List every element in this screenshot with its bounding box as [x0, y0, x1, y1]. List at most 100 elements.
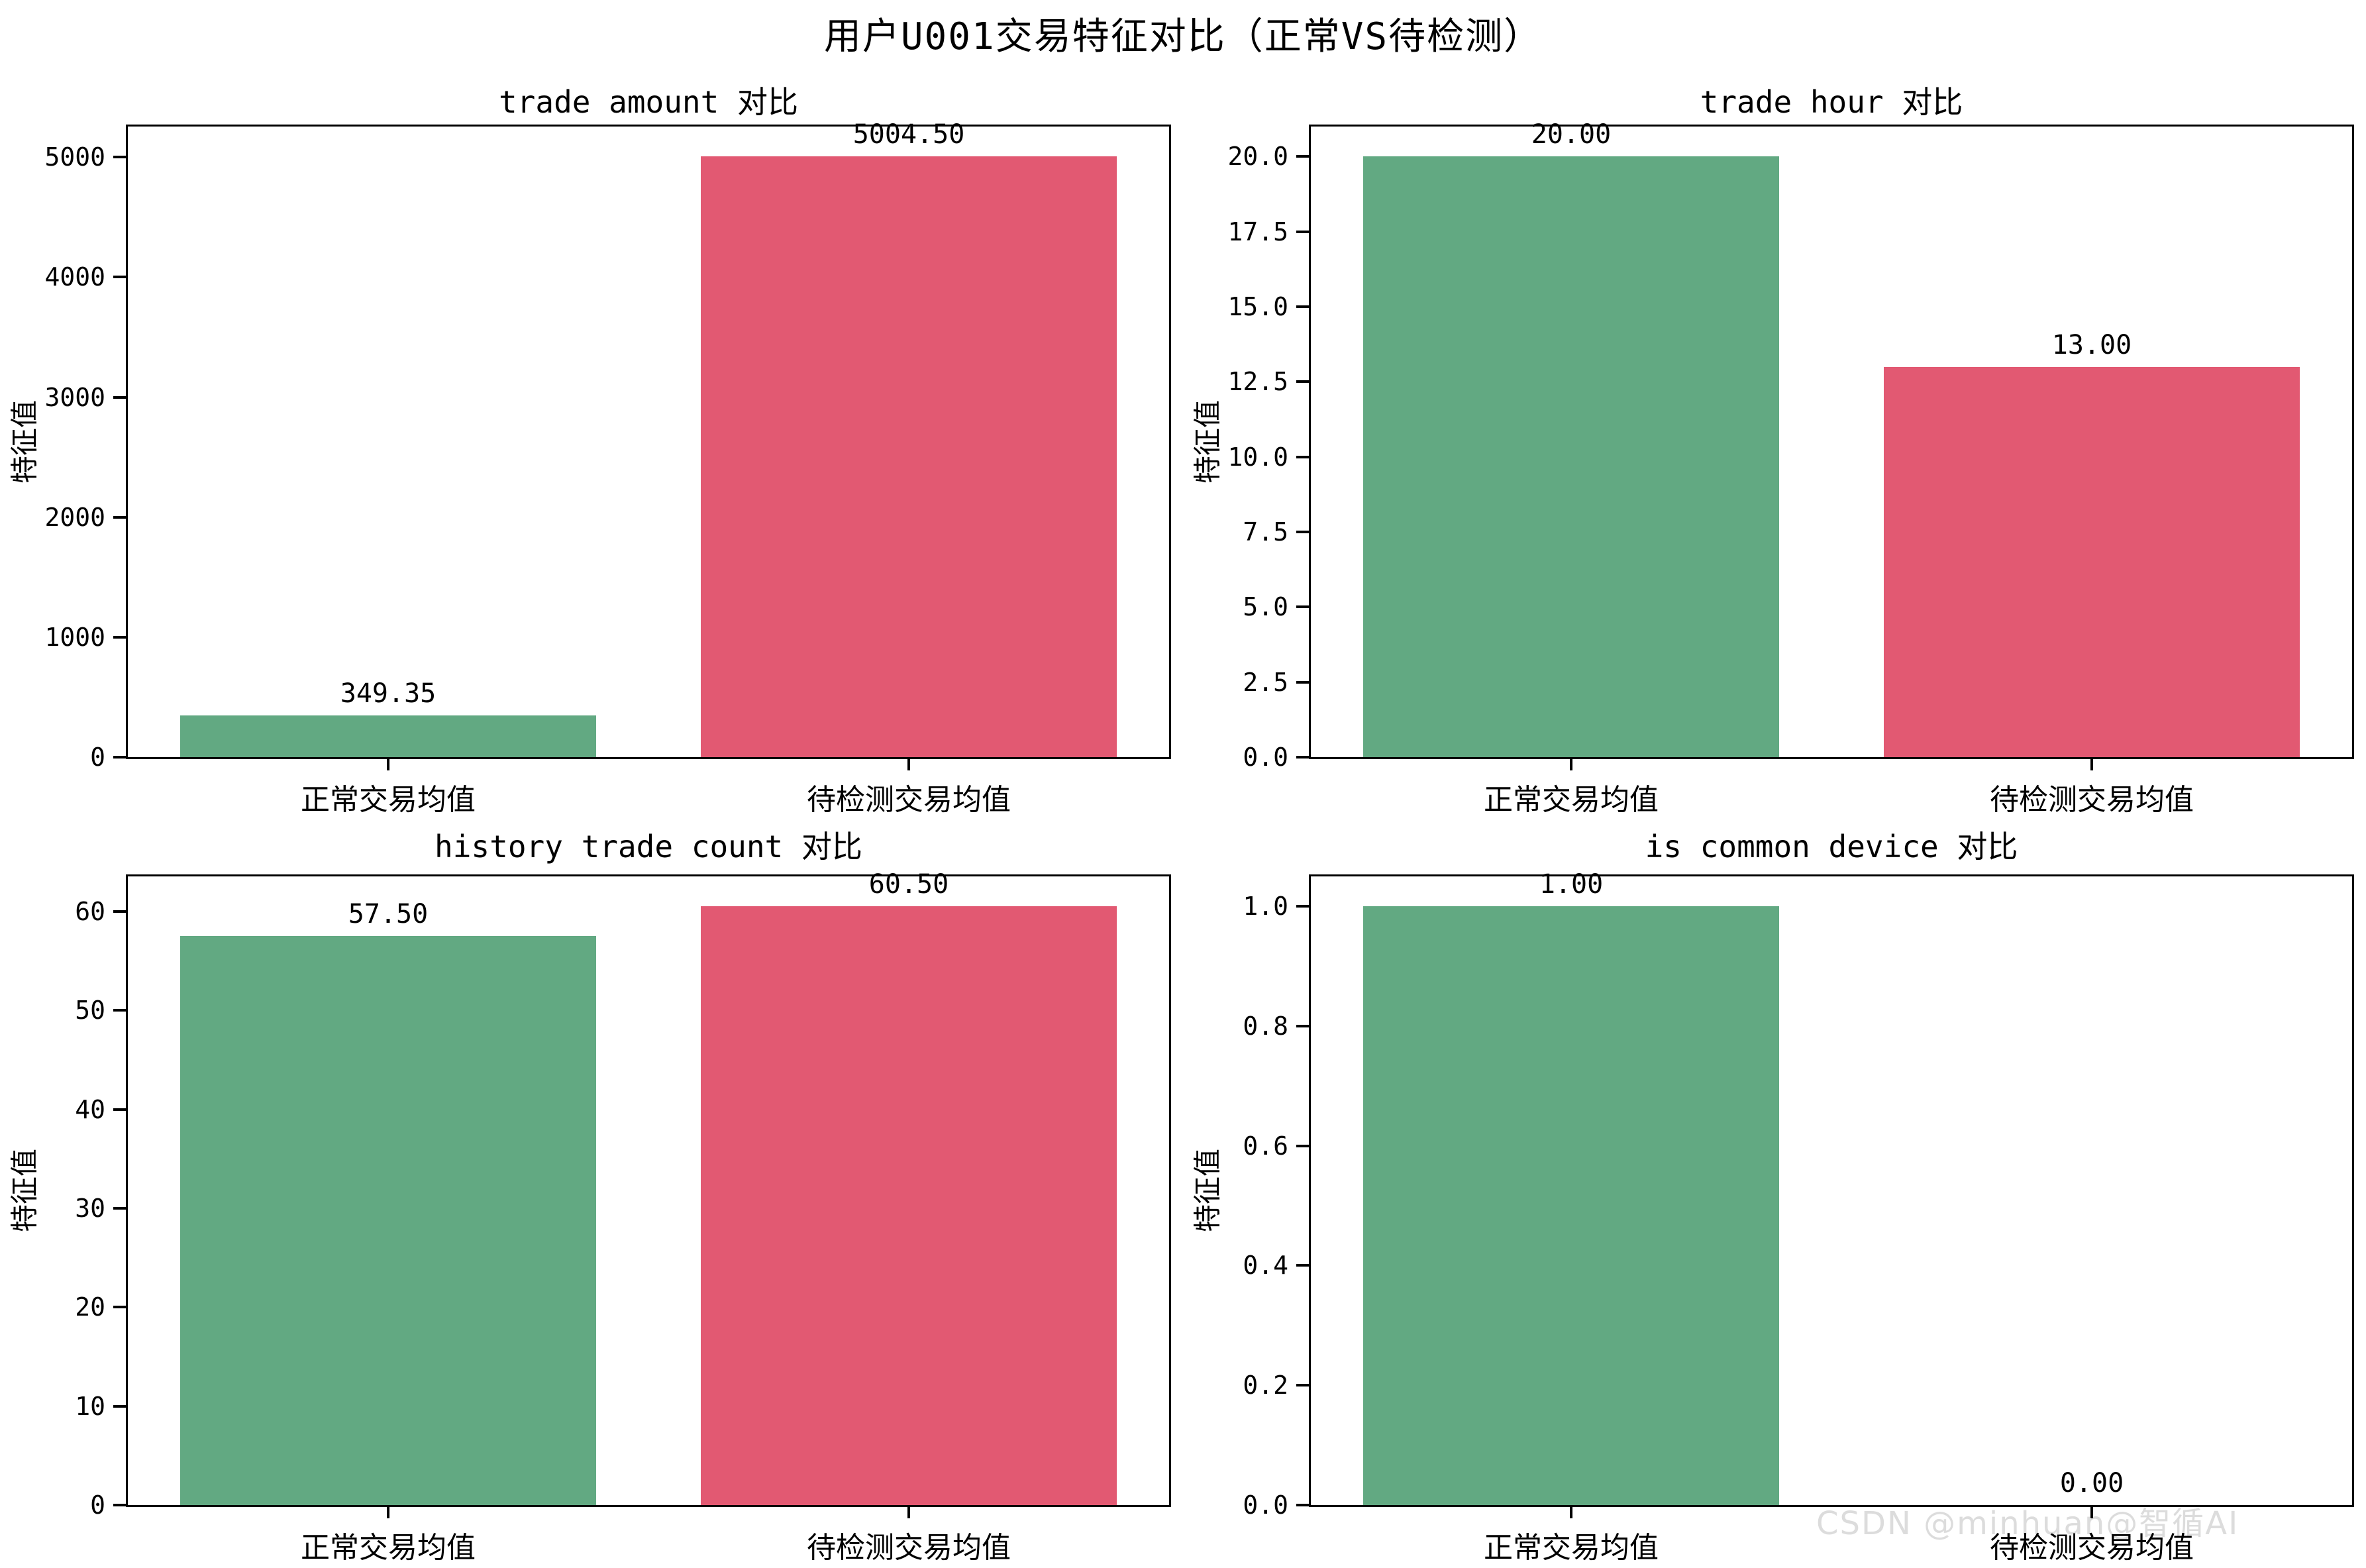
- x-tick-label: 待检测交易均值: [1990, 783, 2194, 817]
- y-tick-label: 7.5: [1243, 517, 1288, 547]
- x-tick-mark: [1570, 759, 1572, 770]
- subplot-history-trade-count: history trade count 对比 特征值 0 10 20 30 40 50 60…: [0, 813, 1183, 1568]
- y-tick-label: 4000: [44, 262, 105, 292]
- y-tick-label: 20.0: [1227, 142, 1288, 172]
- bar-normal: [1363, 156, 1780, 757]
- y-tick-label: 1.0: [1243, 892, 1288, 921]
- y-tick-mark: [1296, 1024, 1309, 1027]
- y-tick-label: 2.5: [1243, 667, 1288, 697]
- bar-value-label: 1.00: [1539, 869, 1604, 900]
- bar-suspect: [700, 156, 1117, 757]
- y-tick-mark: [1296, 1144, 1309, 1147]
- x-tick-label: 待检测交易均值: [807, 1531, 1011, 1565]
- subplot-title: is common device 对比: [1645, 829, 2018, 864]
- y-tick-label: 0.2: [1243, 1371, 1288, 1400]
- y-tick-label: 10: [75, 1391, 105, 1421]
- y-tick-label: 0.6: [1243, 1131, 1288, 1161]
- bar-suspect: [700, 906, 1117, 1505]
- subplot-trade-amount: trade amount 对比 特征值 0 1000 2000 3000 4000 500…: [0, 58, 1183, 817]
- x-tick-label: 正常交易均值: [1484, 1531, 1659, 1565]
- x-tick-label: 待检测交易均值: [1990, 1531, 2194, 1565]
- bar-value-label: 349.35: [340, 678, 437, 709]
- y-tick-mark: [113, 910, 126, 913]
- y-tick-mark: [113, 1009, 126, 1012]
- y-tick-label: 30: [75, 1193, 105, 1223]
- y-tick-label: 10.0: [1227, 442, 1288, 472]
- y-tick-label: 0.4: [1243, 1251, 1288, 1281]
- y-tick-mark: [1296, 1264, 1309, 1267]
- bar-value-label: 20.00: [1531, 119, 1612, 150]
- y-tick-mark: [113, 515, 126, 519]
- y-tick-label: 5000: [44, 142, 105, 172]
- figure-title: 用户U001交易特征对比（正常VS待检测）: [823, 15, 1543, 58]
- bar-value-label: 57.50: [348, 899, 429, 930]
- plot-area: 0.0 0.2 0.4 0.6 0.8 1.0 1.00 正常交易均值 0.00 待检测交易均值: [1243, 869, 2354, 1565]
- y-tick-label: 12.5: [1227, 367, 1288, 397]
- y-tick-mark: [113, 635, 126, 639]
- y-tick-mark: [113, 276, 126, 279]
- plot-area: 0 1000 2000 3000 4000 5000 349.35 正常交易均值 5004.50…: [44, 119, 1171, 817]
- x-tick-mark: [387, 759, 389, 770]
- y-tick-mark: [1296, 680, 1309, 684]
- x-tick-label: 待检测交易均值: [807, 783, 1011, 817]
- watermark: CSDN @minhuan@智循AI: [1816, 1505, 2239, 1542]
- y-tick-label: 60: [75, 896, 105, 926]
- y-tick-label: 0.0: [1243, 1490, 1288, 1520]
- bar-value-label: 60.50: [868, 869, 949, 900]
- y-tick-mark: [1296, 305, 1309, 308]
- y-axis-label: 特征值: [1191, 399, 1224, 484]
- y-tick-mark: [113, 1108, 126, 1111]
- y-tick-label: 3000: [44, 382, 105, 412]
- bar-normal: [180, 715, 597, 757]
- y-tick-mark: [1296, 155, 1309, 158]
- y-tick-label: 0: [90, 1490, 105, 1520]
- y-axis-label: 特征值: [1191, 1148, 1224, 1233]
- y-tick-mark: [1296, 605, 1309, 609]
- x-tick-label: 正常交易均值: [301, 1531, 476, 1565]
- y-tick-mark: [113, 1404, 126, 1408]
- subplot-title: trade amount 对比: [498, 84, 799, 120]
- bar-value-label: 5004.50: [852, 119, 965, 150]
- y-axis-label: 特征值: [8, 1148, 41, 1233]
- x-tick-mark: [1570, 1507, 1572, 1518]
- bar-normal: [1363, 906, 1780, 1505]
- y-tick-mark: [113, 756, 126, 758]
- y-axis-label: 特征值: [8, 399, 41, 484]
- y-tick-mark: [113, 395, 126, 399]
- y-tick-label: 5.0: [1243, 592, 1288, 622]
- bar-value-label: 13.00: [2051, 329, 2132, 360]
- x-tick-mark: [2090, 1507, 2093, 1518]
- y-tick-label: 17.5: [1227, 217, 1288, 246]
- y-tick-mark: [113, 1206, 126, 1210]
- y-tick-mark: [113, 1306, 126, 1309]
- subplot-title: trade hour 对比: [1700, 84, 1963, 120]
- y-tick-label: 50: [75, 996, 105, 1025]
- y-tick-mark: [1296, 455, 1309, 458]
- y-tick-label: 20: [75, 1292, 105, 1322]
- y-tick-label: 40: [75, 1094, 105, 1124]
- y-tick-label: 0.0: [1243, 743, 1288, 772]
- subplot-title: history trade count 对比: [435, 829, 862, 864]
- y-tick-mark: [113, 1504, 126, 1506]
- y-tick-label: 1000: [44, 622, 105, 652]
- x-tick-mark: [2090, 759, 2093, 770]
- y-tick-mark: [1296, 756, 1309, 758]
- y-tick-mark: [1296, 1504, 1309, 1506]
- bar-suspect: [1883, 366, 2300, 757]
- x-tick-mark: [907, 1507, 910, 1518]
- y-tick-mark: [1296, 531, 1309, 533]
- y-tick-label: 15.0: [1227, 292, 1288, 321]
- plot-area: 0.0 2.5 5.0 7.5 10.0 12.5 15.0 17.5 20.0 20.00 正常交…: [1227, 119, 2354, 817]
- y-tick-label: 0.8: [1243, 1011, 1288, 1041]
- subplot-is-common-device: is common device 对比 特征值 0.0 0.2 0.4 0.6 0.8 1…: [1183, 813, 2366, 1568]
- x-tick-label: 正常交易均值: [1484, 783, 1659, 817]
- x-tick-mark: [387, 1507, 389, 1518]
- bar-normal: [180, 936, 597, 1505]
- y-tick-mark: [1296, 905, 1309, 908]
- y-tick-label: 2000: [44, 502, 105, 532]
- y-tick-mark: [1296, 230, 1309, 233]
- y-tick-mark: [1296, 1384, 1309, 1387]
- bar-value-label: 0.00: [2059, 1468, 2124, 1498]
- y-tick-label: 0: [90, 743, 105, 772]
- x-tick-mark: [907, 759, 910, 770]
